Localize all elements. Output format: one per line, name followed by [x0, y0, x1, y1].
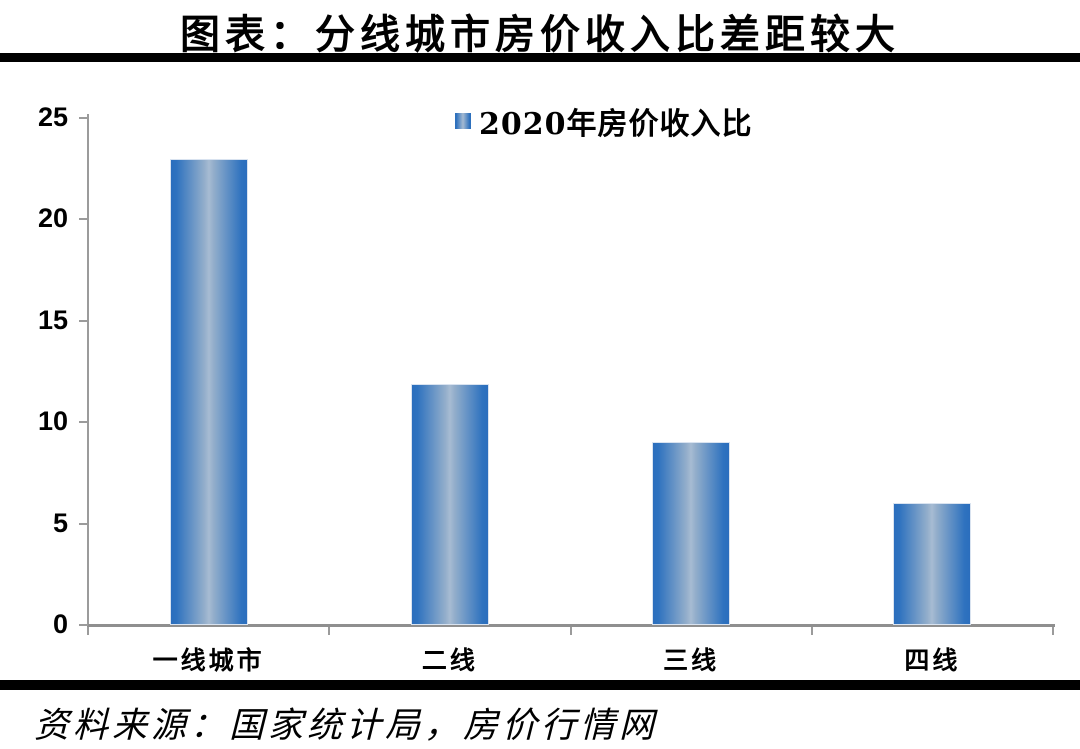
y-tick-label: 5: [52, 507, 68, 538]
y-tick-label: 0: [52, 609, 68, 639]
bar-3: [652, 442, 731, 625]
legend-label: 2020年房价收入比: [479, 107, 753, 142]
bar-1: [169, 158, 248, 625]
y-tick-label: 15: [37, 304, 68, 335]
x-tick-mark: [569, 627, 572, 635]
y-tick-label: 20: [37, 203, 68, 234]
x-tick-mark: [1052, 627, 1054, 635]
legend: 2020年房价收入比: [455, 104, 753, 142]
x-tick-mark: [810, 627, 813, 635]
y-tick-label: 10: [37, 406, 68, 437]
source-note: 资料来源：国家统计局，房价行情网: [34, 706, 659, 746]
x-category-label: 四线: [904, 646, 961, 675]
x-tick-mark: [328, 627, 331, 635]
x-axis-line: [87, 624, 1055, 627]
y-axis-line: [87, 114, 89, 627]
legend-marker-icon: [455, 113, 471, 129]
x-category-label: 二线: [421, 646, 478, 675]
bar-4: [893, 503, 972, 625]
y-tick-mark: [79, 522, 88, 525]
y-tick-mark: [79, 117, 88, 119]
x-tick-mark: [87, 627, 89, 635]
y-tick-mark: [79, 218, 88, 221]
top-divider-rule: [0, 53, 1080, 62]
x-category-label: 三线: [663, 646, 720, 675]
bottom-divider-rule: [0, 680, 1080, 690]
y-tick-mark: [79, 319, 88, 322]
x-category-label: 一线城市: [152, 646, 265, 675]
y-tick-label: 25: [37, 102, 68, 132]
y-tick-mark: [79, 421, 88, 424]
chart-title: 图表：分线城市房价收入比差距较大: [180, 11, 900, 58]
bar-2: [410, 383, 489, 625]
y-tick-mark: [79, 624, 88, 626]
